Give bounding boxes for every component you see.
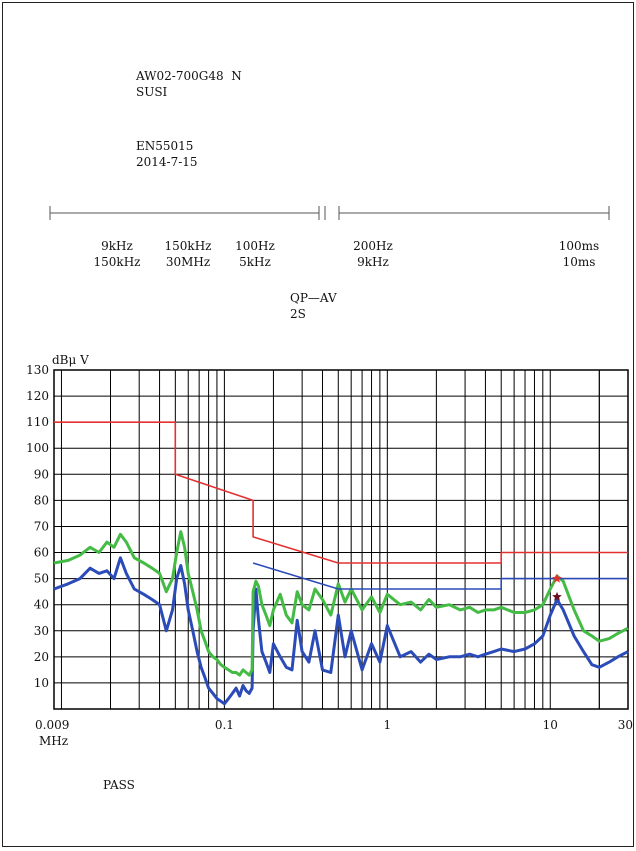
y-tick-label: 20 (34, 650, 49, 664)
marker-qp-star (552, 573, 562, 583)
band-ruler (49, 206, 610, 220)
band-b-end: 30MHz (165, 255, 211, 269)
detector-mode: QP—AV (290, 291, 337, 305)
operator-name: SUSI (136, 85, 168, 99)
x-tick-label: 0.009 (35, 718, 69, 732)
y-tick-label: 60 (34, 546, 49, 560)
y-tick-label: 100 (26, 441, 49, 455)
plot-frame (53, 369, 629, 710)
y-tick-label: 130 (26, 363, 49, 377)
step-b: 9kHz (357, 255, 389, 269)
x-tick-label: 1 (384, 718, 392, 732)
sweep-time-a: 100ms (558, 239, 600, 253)
band-a-end: 150kHz (93, 255, 141, 269)
rbw-a: 100Hz (235, 239, 275, 253)
y-tick-label: 10 (34, 676, 49, 690)
band-b-start: 150kHz (164, 239, 212, 253)
y-axis-label: dBμ V (52, 353, 89, 367)
series-layer (53, 421, 629, 706)
y-tick-label: 30 (34, 624, 49, 638)
grid-lines (54, 370, 628, 709)
x-axis-unit: MHz (39, 734, 68, 748)
rbw-b: 5kHz (239, 255, 271, 269)
step-a: 200Hz (353, 239, 393, 253)
trace-qp-line (53, 530, 629, 677)
sweep-time-b: 10ms (562, 255, 596, 269)
x-tick-label: 30 (618, 718, 633, 732)
marker-layer (552, 573, 562, 601)
model-number: AW02-700G48 N (136, 69, 242, 83)
test-standard: EN55015 (136, 139, 194, 153)
x-tick-label: 0.1 (215, 718, 234, 732)
y-tick-label: 80 (34, 493, 49, 507)
y-tick-label: 110 (26, 415, 49, 429)
band-a-start: 9kHz (101, 239, 133, 253)
y-tick-label: 70 (34, 519, 49, 533)
y-tick-label: 90 (34, 467, 49, 481)
y-tick-label: 120 (26, 389, 49, 403)
y-tick-label: 40 (34, 598, 49, 612)
test-result: PASS (103, 778, 135, 792)
limit-qp-line (54, 421, 628, 564)
test-date: 2014-7-15 (136, 155, 198, 169)
sweep-count: 2S (290, 307, 306, 321)
trace-av-line (53, 556, 629, 706)
marker-av-star (552, 591, 562, 601)
x-tick-label: 10 (543, 718, 558, 732)
limit-av-line (252, 562, 628, 590)
y-tick-label: 50 (34, 572, 49, 586)
